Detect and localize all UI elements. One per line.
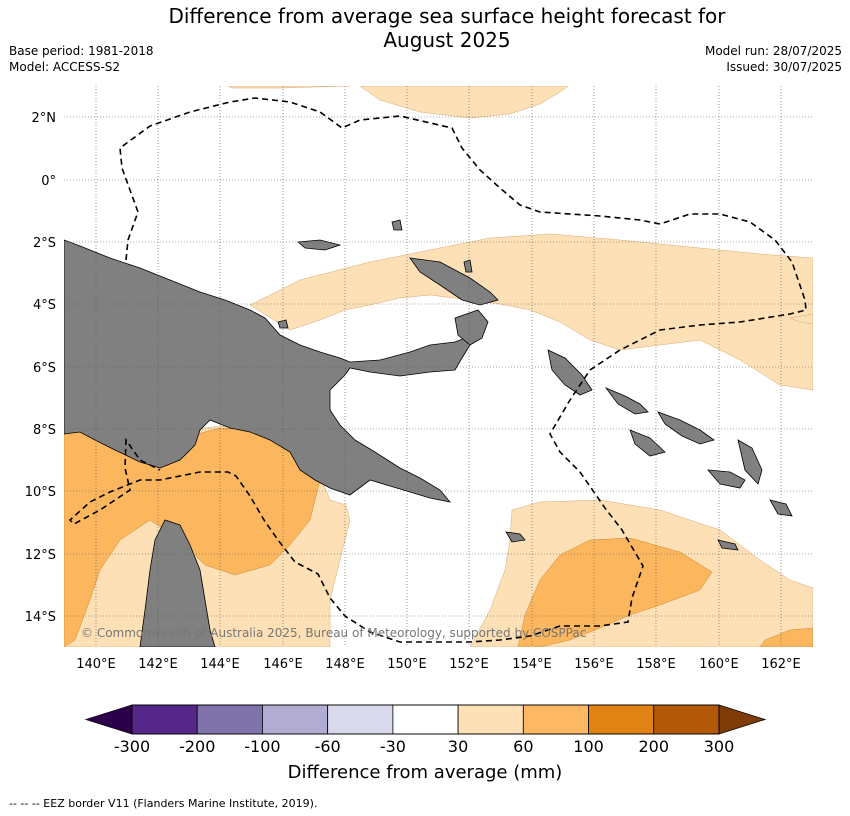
colorbar-tick-label: 60 [513,737,533,756]
colorbar-extend-low [84,704,133,735]
model-run: Model run: 28/07/2025 [704,44,842,58]
eez-png-north [68,97,807,643]
colorbar-segment [392,704,459,735]
lon-label-160e: 160°E [699,657,739,672]
colorbar: -300 -200 -100 -60 -30 30 60 100 200 300 Differen… [84,704,767,783]
lon-label-154e: 154°E [512,657,552,672]
small-island-2 [717,539,739,551]
colorbar-extend-high [718,704,767,735]
meta-left: Base period: 1981-2018 Model: ACCESS-S2 [9,43,154,75]
lat-label-0: 0° [41,174,56,189]
lon-label-144e: 144°E [200,657,240,672]
solomon-5 [737,439,763,485]
lon-label-158e: 158°E [636,657,676,672]
lon-label-150e: 150°E [387,657,427,672]
colorbar-tick-labels: -300 -200 -100 -60 -30 30 60 100 200 300 [114,737,734,756]
colorbar-segment [653,704,720,735]
title-line-2: August 2025 [383,28,511,52]
colorbar-tick-label: 30 [448,737,468,756]
meta-right: Model run: 28/07/2025 Issued: 30/07/2025 [705,43,842,75]
map-area: © Commonwealth of Australia 2025, Bureau… [64,86,813,647]
lon-label-156e: 156°E [574,657,614,672]
eez-borders [68,97,807,643]
gridlines [64,86,813,647]
colorbar-segment [522,704,589,735]
colorbar-tick-label: -60 [315,737,341,756]
solomon-4 [707,469,746,489]
cape-york [139,519,216,647]
lat-label-10s: 10°S [25,485,56,500]
lon-label-152e: 152°E [449,657,489,672]
lat-label-14s: 14°S [25,610,56,625]
colorbar-tick-label: -300 [114,737,150,756]
colorbar-frame [131,704,720,735]
anomaly-light-east-dot [789,313,813,325]
base-period: Base period: 1981-2018 [9,44,154,58]
anomaly-medium-south-east-2 [759,627,813,647]
title-line-1: Difference from average sea surface heig… [168,4,726,28]
issued-date: Issued: 30/07/2025 [726,60,842,74]
lat-label-4s: 4°S [33,298,56,313]
colorbar-tick-label: -200 [179,737,215,756]
land-masses [64,219,793,647]
longitude-labels: 140°E 142°E 144°E 146°E 148°E 150°E 152°… [76,657,801,672]
lat-label-8s: 8°S [33,423,56,438]
new-ireland [454,309,489,346]
colorbar-segment [131,704,198,735]
colorbar-segment [457,704,524,735]
chart-title: Difference from average sea surface heig… [0,4,850,52]
lat-label-2n: 2°N [32,111,57,126]
eez-legend-note: -- -- -- EEZ border V11 (Flanders Marine… [9,797,318,810]
model-name: Model: ACCESS-S2 [9,60,121,74]
colorbar-tick-label: 100 [573,737,604,756]
solomon-6 [769,499,793,517]
colorbar-tick-label: 200 [639,737,670,756]
copyright-notice: © Commonwealth of Australia 2025, Bureau… [81,626,586,640]
lat-label-2s: 2°S [33,236,56,251]
colorbar-segment [588,704,655,735]
louisiade [505,531,526,543]
lat-label-12s: 12°S [25,548,56,563]
colorbar-segment [196,704,263,735]
anomaly-light-north [227,86,351,89]
colorbar-segments [131,704,720,735]
lon-label-146e: 146°E [263,657,303,672]
small-island-3 [463,259,473,273]
new-guinea [64,239,471,503]
colorbar-tick-label: -100 [244,737,280,756]
lon-label-148e: 148°E [325,657,365,672]
lon-label-162e: 162°E [761,657,801,672]
colorbar-tick-label: 300 [704,737,735,756]
colorbar-title: Difference from average (mm) [288,762,563,783]
latitude-labels: 2°N 0° 2°S 4°S 6°S 8°S 10°S 12°S 14°S [25,111,56,625]
new-britain [409,257,499,306]
small-island-1 [391,219,403,231]
anomaly-light-central [249,233,813,391]
solomon-2 [657,411,715,445]
anomaly-light-north-2 [359,86,569,119]
lat-label-6s: 6°S [33,361,56,376]
lon-label-142e: 142°E [138,657,178,672]
colorbar-tick-label: -30 [380,737,406,756]
solomon-1 [604,387,649,415]
colorbar-segment [262,704,329,735]
colorbar-segment [327,704,394,735]
manus-island [297,239,342,251]
anomaly-medium-south-east [517,537,713,647]
lon-label-140e: 140°E [76,657,116,672]
